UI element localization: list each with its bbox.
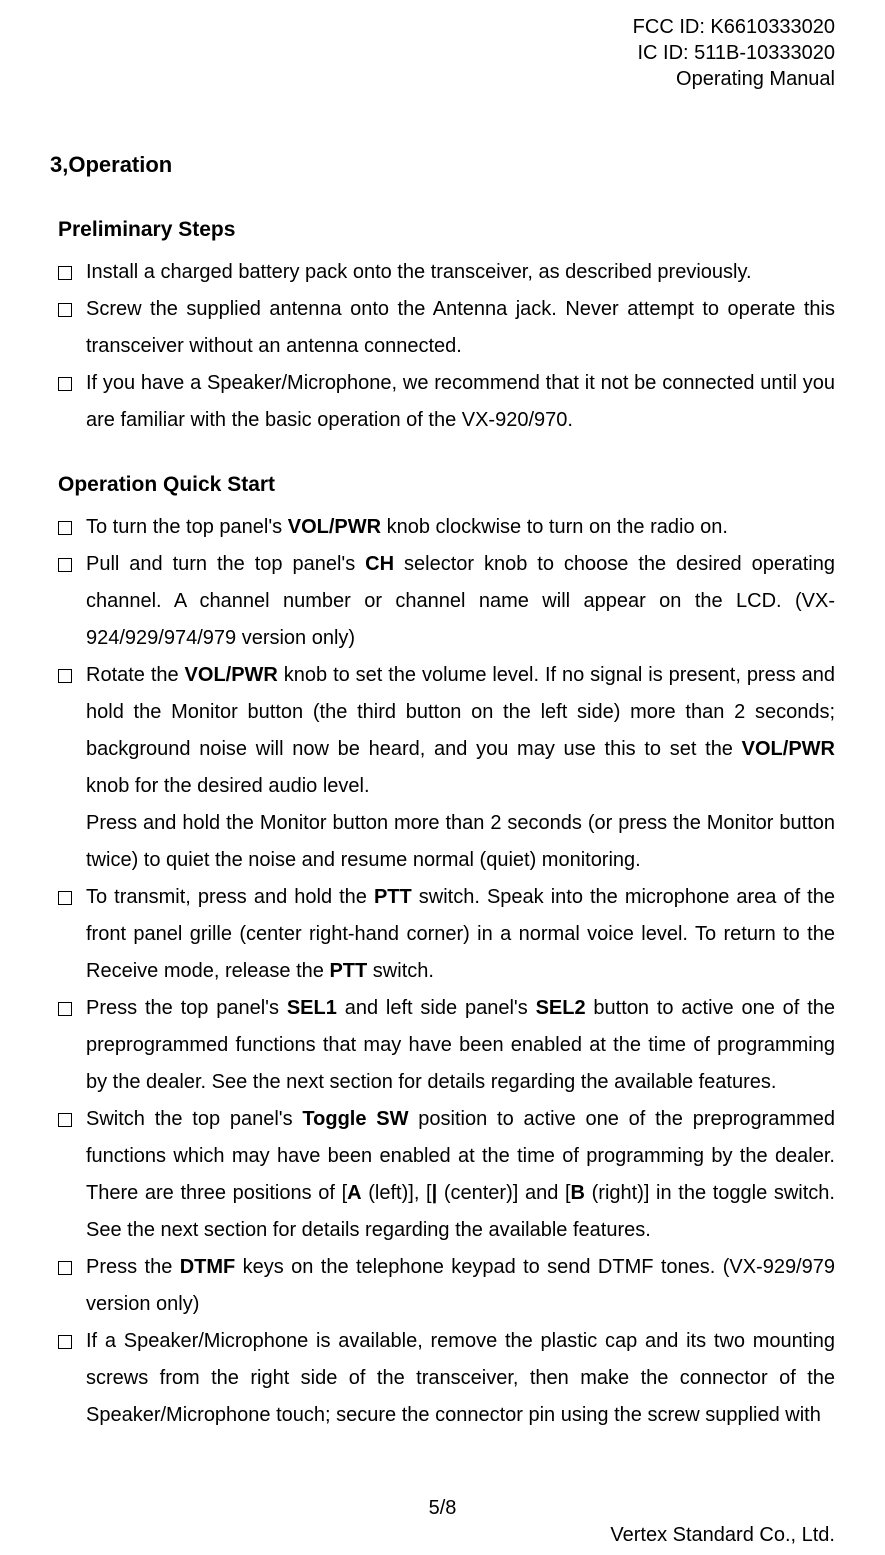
checkbox-icon: [58, 1261, 72, 1275]
list-item-text: Rotate the VOL/PWR knob to set the volum…: [86, 657, 835, 879]
preliminary-steps-title: Preliminary Steps: [58, 218, 835, 242]
list-item-text: To transmit, press and hold the PTT swit…: [86, 879, 835, 990]
checkbox-icon: [58, 558, 72, 572]
list-item: If you have a Speaker/Microphone, we rec…: [58, 365, 835, 439]
list-item-text: To turn the top panel's VOL/PWR knob clo…: [86, 509, 835, 546]
list-item-text: If a Speaker/Microphone is available, re…: [86, 1323, 835, 1434]
list-item-text: If you have a Speaker/Microphone, we rec…: [86, 365, 835, 439]
list-item-text: Screw the supplied antenna onto the Ante…: [86, 291, 835, 365]
quick-start-list: To turn the top panel's VOL/PWR knob clo…: [58, 509, 835, 1434]
page-footer: 5/8 Vertex Standard Co., Ltd.: [50, 1497, 835, 1547]
list-item-text: Press the top panel's SEL1 and left side…: [86, 990, 835, 1101]
checkbox-icon: [58, 891, 72, 905]
spacer: [50, 439, 835, 473]
checkbox-icon: [58, 377, 72, 391]
list-item: Press the DTMF keys on the telephone key…: [58, 1249, 835, 1323]
checkbox-icon: [58, 1113, 72, 1127]
list-item: Pull and turn the top panel's CH selecto…: [58, 546, 835, 657]
list-item: Rotate the VOL/PWR knob to set the volum…: [58, 657, 835, 879]
list-item-text: Switch the top panel's Toggle SW positio…: [86, 1101, 835, 1249]
checkbox-icon: [58, 266, 72, 280]
list-item: Press the top panel's SEL1 and left side…: [58, 990, 835, 1101]
list-item-text: Install a charged battery pack onto the …: [86, 254, 835, 291]
list-item-text: Press the DTMF keys on the telephone key…: [86, 1249, 835, 1323]
quick-start-title: Operation Quick Start: [58, 473, 835, 497]
list-item: Install a charged battery pack onto the …: [58, 254, 835, 291]
list-item: To transmit, press and hold the PTT swit…: [58, 879, 835, 990]
document-page: FCC ID: K6610333020 IC ID: 511B-10333020…: [0, 0, 885, 1555]
list-item: Switch the top panel's Toggle SW positio…: [58, 1101, 835, 1249]
vendor-name: Vertex Standard Co., Ltd.: [50, 1524, 835, 1547]
list-item: To turn the top panel's VOL/PWR knob clo…: [58, 509, 835, 546]
ic-id: IC ID: 511B-10333020: [50, 40, 835, 66]
section-title: 3,Operation: [50, 152, 835, 178]
page-number: 5/8: [50, 1497, 835, 1520]
manual-label: Operating Manual: [50, 66, 835, 92]
checkbox-icon: [58, 669, 72, 683]
fcc-id: FCC ID: K6610333020: [50, 14, 835, 40]
checkbox-icon: [58, 521, 72, 535]
checkbox-icon: [58, 1335, 72, 1349]
checkbox-icon: [58, 1002, 72, 1016]
checkbox-icon: [58, 303, 72, 317]
preliminary-steps-list: Install a charged battery pack onto the …: [58, 254, 835, 439]
page-header: FCC ID: K6610333020 IC ID: 511B-10333020…: [50, 14, 835, 92]
list-item-text: Pull and turn the top panel's CH selecto…: [86, 546, 835, 657]
list-item: Screw the supplied antenna onto the Ante…: [58, 291, 835, 365]
list-item: If a Speaker/Microphone is available, re…: [58, 1323, 835, 1434]
